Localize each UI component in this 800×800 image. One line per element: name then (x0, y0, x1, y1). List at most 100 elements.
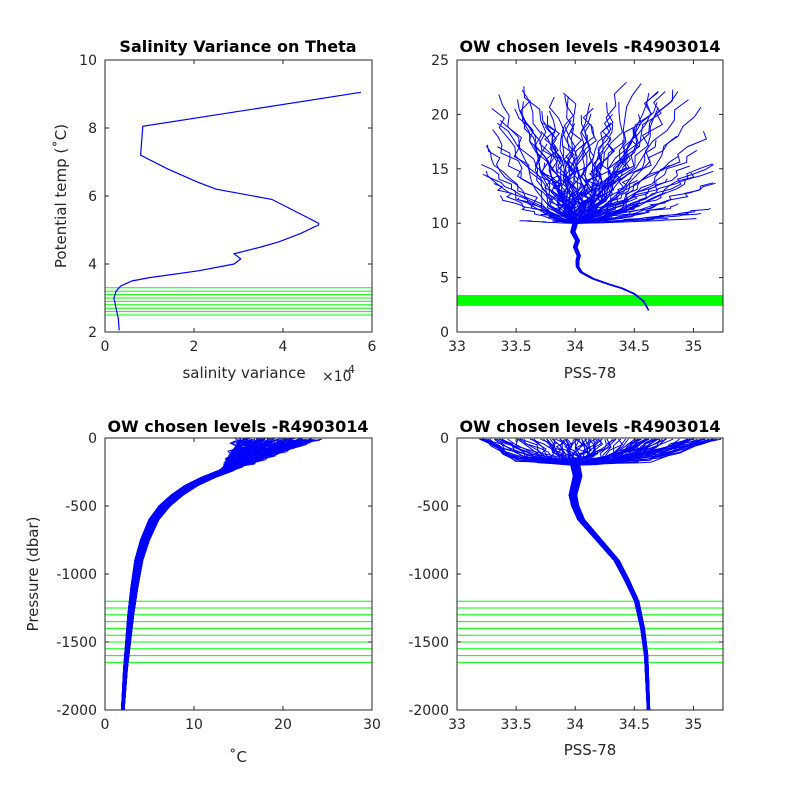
x-tick-label: 30 (363, 717, 381, 733)
profile-line (569, 438, 649, 710)
profile-line (121, 439, 315, 710)
profile-line (555, 438, 649, 710)
profile-line (573, 438, 650, 710)
profile-line (485, 145, 649, 311)
profile-line (571, 438, 649, 710)
profile-line (574, 438, 650, 710)
y-tick-label: -1000 (408, 567, 449, 583)
profile-line (531, 438, 650, 710)
profile-line (121, 438, 282, 710)
profile-line (121, 439, 252, 710)
profile-line (121, 439, 260, 710)
x-tick-label: 20 (274, 717, 292, 733)
y-tick-label: 0 (440, 431, 449, 447)
profile-line (121, 439, 312, 710)
profile-line (576, 438, 691, 710)
profile-line (569, 438, 649, 710)
profile-line (574, 439, 651, 710)
profile-line (571, 438, 649, 710)
profile-line (122, 440, 251, 710)
profile-line (573, 438, 650, 710)
profile-line (122, 440, 262, 710)
profile-line (546, 438, 650, 710)
profile-line (568, 438, 705, 710)
profile-line (121, 439, 311, 710)
x-tick-label: 0 (101, 717, 110, 733)
profile-line (574, 438, 650, 710)
y-tick-label: 0 (440, 325, 449, 341)
x-tick-label: 33 (448, 339, 466, 355)
profile-line (122, 438, 242, 710)
panel-pressure-temperature: OW chosen levels -R4903014 ˚C Pressure (… (24, 417, 369, 766)
profile-line (123, 440, 315, 710)
x-tick-label: 34.5 (619, 339, 650, 355)
profile-line (572, 438, 650, 710)
chart-title: OW chosen levels -R4903014 (459, 417, 720, 436)
profile-line (123, 439, 313, 710)
profile-line (121, 440, 260, 710)
y-tick-label: 25 (431, 53, 449, 69)
y-tick-label: -2000 (408, 703, 449, 719)
profile-line (122, 440, 304, 710)
profile-line (573, 438, 650, 710)
profile-line (574, 438, 691, 710)
panel-pressure-salinity: OW chosen levels -R4903014 PSS-78 (459, 417, 720, 759)
profile-line (121, 438, 312, 710)
profile-line (482, 173, 649, 311)
profile-line (574, 438, 650, 710)
profile-line (122, 439, 246, 710)
profile-line (572, 438, 713, 710)
plot-marks (457, 438, 723, 710)
profile-line (123, 438, 247, 710)
profile-line (121, 438, 301, 710)
profile-line (571, 438, 649, 710)
profile-line (569, 438, 656, 710)
axes-box (456, 59, 724, 333)
profile-line (122, 438, 246, 710)
profile-line (573, 163, 713, 311)
profile-line (122, 440, 306, 710)
profile-line (122, 438, 306, 710)
profile-line (571, 438, 695, 710)
axes-box (456, 437, 724, 711)
profile-line (122, 439, 310, 710)
profile-line (575, 438, 694, 710)
profile-line (123, 438, 253, 710)
profile-line (569, 438, 650, 710)
profile-line (121, 438, 265, 710)
profile-line (570, 438, 650, 710)
profile-line (571, 438, 649, 710)
plot-area: 33 33.5 34 34.5 35 -2000 -1500 -1000 -500 0 (408, 431, 724, 733)
x-tick-label: 35 (685, 339, 703, 355)
profile-line (575, 438, 657, 710)
profile-line (123, 438, 307, 710)
profile-line (122, 439, 303, 710)
profile-line (122, 439, 304, 710)
x-axis-label: PSS-78 (564, 741, 617, 759)
profile-line (570, 438, 649, 710)
profile-line (573, 438, 667, 710)
variance-line (113, 91, 361, 331)
y-tick-label: -500 (417, 499, 449, 515)
y-tick-label: -1500 (56, 635, 97, 651)
profile-line (121, 438, 260, 710)
profile-line (569, 438, 715, 710)
x-axis-label: salinity variance (182, 364, 305, 382)
profile-line (568, 438, 657, 710)
y-tick-label: 20 (431, 107, 449, 123)
chart-title: OW chosen levels -R4903014 (459, 37, 720, 56)
profile-line (571, 178, 668, 311)
profile-line (549, 438, 650, 710)
profile-line (121, 439, 264, 710)
profile-line (123, 439, 252, 710)
x-tick-label: 33.5 (501, 339, 532, 355)
profile-line (121, 439, 253, 710)
profile-line (121, 439, 316, 710)
profile-line (122, 438, 315, 710)
profile-line (569, 438, 650, 710)
y-tick-label: -1000 (56, 567, 97, 583)
profile-line (123, 438, 261, 710)
profile-line (122, 439, 303, 710)
